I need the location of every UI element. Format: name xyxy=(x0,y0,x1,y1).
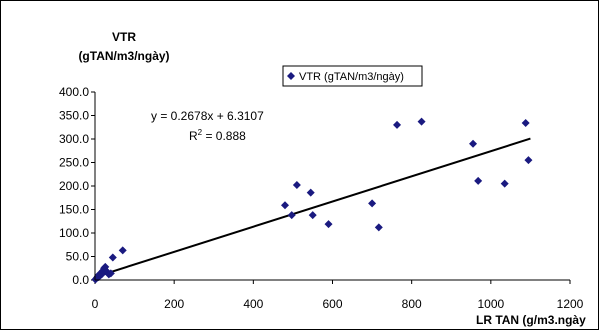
x-tick-label: 1000 xyxy=(477,297,504,311)
legend-label: VTR (gTAN/m3/ngày) xyxy=(299,71,404,83)
y-tick-label: 300.0 xyxy=(59,132,89,146)
x-tick-label: 200 xyxy=(164,297,184,311)
x-axis-title: LR TAN (g/m3.ngày xyxy=(476,313,586,327)
data-point xyxy=(374,223,383,232)
legend-box xyxy=(282,65,423,87)
data-point xyxy=(469,139,478,148)
data-point xyxy=(281,201,289,210)
y-axis-title-line2: (gTAN/m3/ngày) xyxy=(78,49,169,63)
data-point xyxy=(308,211,317,220)
r-squared-label: R2 = 0.888 xyxy=(189,128,246,143)
x-tick-label: 800 xyxy=(402,297,422,311)
data-point xyxy=(292,181,301,190)
y-tick-label: 350.0 xyxy=(59,109,89,123)
data-point xyxy=(324,220,333,229)
y-axis-title-line1: VTR xyxy=(112,30,136,44)
x-tick-label: 600 xyxy=(322,297,342,311)
data-point xyxy=(524,156,533,165)
data-point xyxy=(118,246,127,255)
data-point xyxy=(306,188,315,197)
trendline xyxy=(94,137,531,278)
y-tick-label: 250.0 xyxy=(59,156,89,170)
r-squared-superscript: 2 xyxy=(198,128,203,137)
data-point xyxy=(500,179,509,188)
legend: VTR (gTAN/m3/ngày) xyxy=(282,65,423,87)
data-point xyxy=(393,120,402,129)
y-tick-label: 50.0 xyxy=(66,250,90,264)
x-tick-label: 400 xyxy=(243,297,263,311)
r-squared-value: = 0.888 xyxy=(202,129,246,143)
y-tick-label: 0.0 xyxy=(72,273,89,287)
x-tick-label: 0 xyxy=(92,297,99,311)
x-tick-label: 1200 xyxy=(557,297,584,311)
y-tick-label: 150.0 xyxy=(59,203,89,217)
data-point xyxy=(417,117,426,126)
data-point xyxy=(106,269,115,278)
y-tick-label: 100.0 xyxy=(59,226,89,240)
trendline-equation: y = 0.2678x + 6.3107 xyxy=(151,109,264,123)
y-tick-label: 200.0 xyxy=(59,179,89,193)
trendline-group xyxy=(94,137,531,278)
r-squared-prefix: R xyxy=(189,129,198,143)
data-point xyxy=(108,253,117,262)
data-point xyxy=(474,176,483,185)
legend-marker-diamond xyxy=(287,72,295,80)
data-point xyxy=(368,199,377,208)
data-point xyxy=(521,119,530,128)
data-point xyxy=(287,211,296,220)
y-tick-label: 400.0 xyxy=(59,85,89,99)
axis-ticks: 0 200 400 600 800 1000 1200 0.0 50.0 100.0 150.0 20… xyxy=(59,85,584,311)
